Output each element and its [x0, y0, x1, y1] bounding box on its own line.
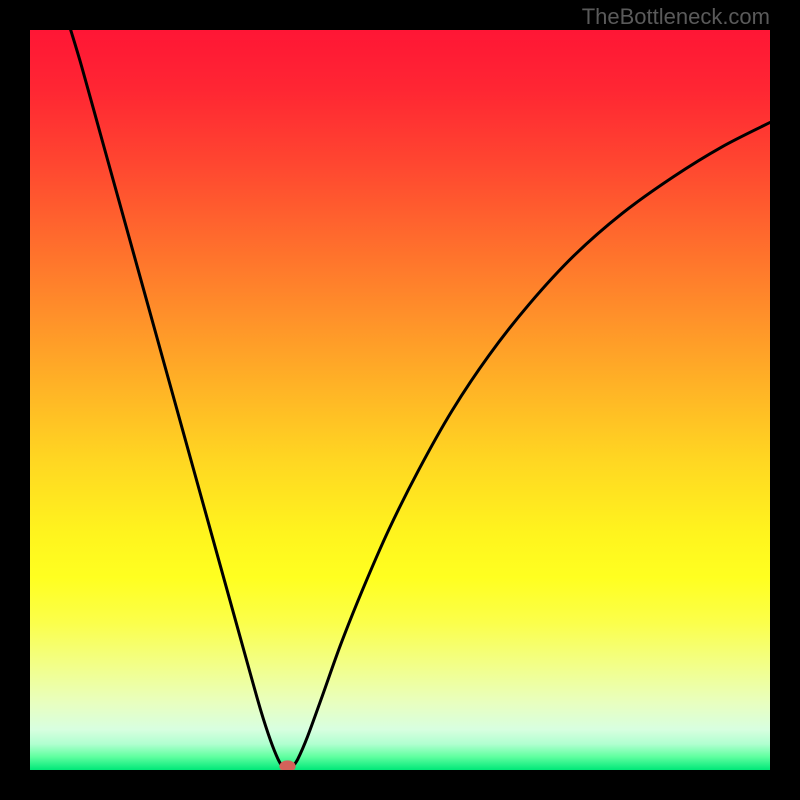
curve-right-branch: [292, 123, 770, 768]
minimum-marker: [279, 760, 295, 770]
plot-area: [30, 30, 770, 770]
curve-left-branch: [71, 30, 283, 768]
watermark-text: TheBottleneck.com: [582, 4, 770, 30]
curve-layer: [30, 30, 770, 770]
chart-container: TheBottleneck.com: [0, 0, 800, 800]
